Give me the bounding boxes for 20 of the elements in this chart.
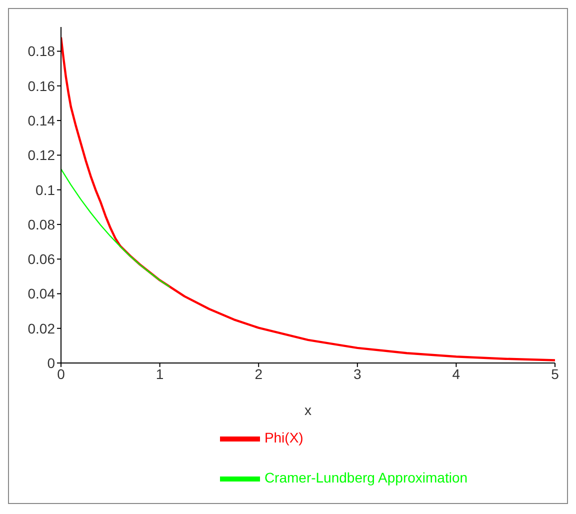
x-tick-label: 3: [354, 366, 362, 382]
legend-label: Cramer-Lundberg Approximation: [264, 470, 468, 486]
y-tick-label: 0: [47, 354, 56, 371]
y-tick-label: 0.08: [28, 216, 56, 232]
y-tick-label: 0.12: [28, 147, 56, 164]
x-tick-label: 5: [551, 366, 560, 382]
line-series: [61, 168, 170, 288]
legend-label: Phi(X): [264, 430, 304, 446]
y-tick-label: 0.02: [28, 320, 56, 336]
x-tick-label: 0: [57, 366, 66, 382]
y-tick-label: 0.06: [28, 251, 56, 268]
y-tick-label: 0.16: [28, 78, 56, 94]
x-axis-title: x: [304, 402, 312, 418]
y-tick-label: 0.14: [28, 112, 56, 128]
y-tick-label: 0.1: [36, 182, 56, 198]
x-tick-label: 2: [254, 366, 263, 382]
y-tick-label: 0.18: [28, 43, 56, 60]
x-tick-label: 1: [156, 366, 164, 382]
y-tick-label: 0.04: [28, 286, 56, 302]
x-tick-label: 4: [452, 366, 460, 382]
